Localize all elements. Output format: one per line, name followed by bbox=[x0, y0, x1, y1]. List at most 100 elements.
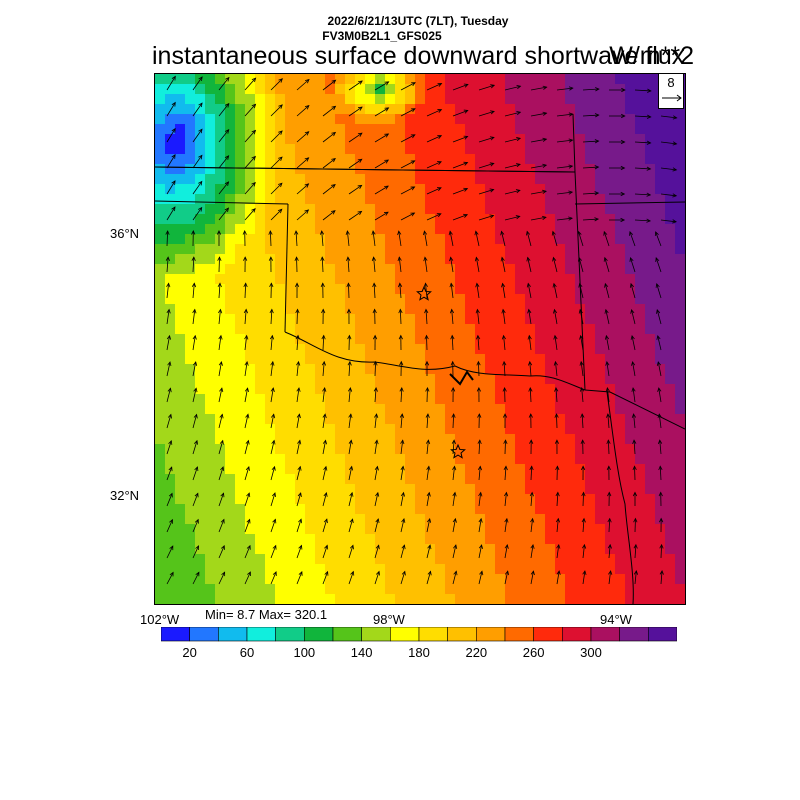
field-cell bbox=[555, 444, 566, 455]
field-cell bbox=[505, 304, 516, 315]
field-cell bbox=[285, 334, 296, 345]
wind-vector bbox=[608, 191, 626, 197]
field-cell bbox=[155, 514, 166, 525]
field-cell bbox=[335, 104, 346, 115]
field-cell bbox=[645, 264, 656, 275]
field-cell bbox=[405, 144, 416, 155]
field-cell bbox=[515, 554, 526, 565]
field-cell bbox=[495, 134, 506, 145]
field-cell bbox=[385, 304, 396, 315]
field-cell bbox=[255, 274, 266, 285]
field-cell bbox=[395, 394, 406, 405]
wind-vector bbox=[374, 491, 380, 507]
field-cell bbox=[385, 494, 396, 505]
field-cell bbox=[675, 484, 685, 495]
field-cell bbox=[565, 514, 576, 525]
field-cell bbox=[245, 484, 256, 495]
field-cell bbox=[505, 354, 516, 365]
field-cell bbox=[175, 364, 186, 375]
field-cell bbox=[305, 544, 316, 555]
field-cell bbox=[525, 504, 536, 515]
field-cell bbox=[185, 444, 196, 455]
field-cell bbox=[675, 224, 685, 235]
field-cell bbox=[445, 244, 456, 255]
field-cell bbox=[355, 134, 366, 145]
field-cell bbox=[405, 424, 416, 435]
wind-vector bbox=[452, 187, 469, 195]
wind-vector bbox=[502, 386, 507, 403]
field-cell bbox=[655, 324, 666, 335]
field-cell bbox=[225, 304, 236, 315]
wind-vector bbox=[400, 82, 416, 91]
wind-vector bbox=[503, 439, 508, 455]
field-cell bbox=[675, 184, 685, 195]
field-cell bbox=[275, 314, 286, 325]
field-cell bbox=[175, 264, 186, 275]
field-cell bbox=[565, 584, 576, 595]
field-cell bbox=[405, 574, 416, 585]
field-cell bbox=[655, 184, 666, 195]
wind-vector bbox=[657, 439, 663, 455]
field-cell bbox=[585, 574, 596, 585]
field-cell bbox=[555, 124, 566, 135]
field-cell bbox=[665, 284, 676, 295]
field-cell bbox=[165, 414, 176, 425]
field-cell bbox=[245, 334, 256, 345]
field-cell bbox=[505, 254, 516, 265]
field-cell bbox=[625, 404, 636, 415]
wind-vector bbox=[192, 180, 203, 195]
field-cell bbox=[295, 464, 306, 475]
wind-vector bbox=[553, 334, 558, 351]
field-cell bbox=[455, 494, 466, 505]
field-cell bbox=[435, 464, 446, 475]
field-cell bbox=[255, 564, 266, 575]
field-cell bbox=[575, 514, 586, 525]
field-cell bbox=[615, 214, 626, 225]
field-cell bbox=[575, 404, 586, 415]
field-cell bbox=[155, 204, 166, 215]
field-cell bbox=[215, 414, 226, 425]
field-cell bbox=[185, 524, 196, 535]
field-cell bbox=[435, 284, 446, 295]
field-cell bbox=[315, 214, 326, 225]
field-cell bbox=[225, 324, 236, 335]
field-cell bbox=[215, 434, 226, 445]
field-cell bbox=[225, 224, 236, 235]
wind-vector bbox=[244, 387, 250, 403]
field-cell bbox=[295, 594, 306, 604]
field-cell bbox=[195, 404, 206, 415]
field-cell bbox=[295, 344, 306, 355]
wind-vector bbox=[322, 387, 327, 403]
wind-vector bbox=[580, 439, 585, 455]
field-cell bbox=[365, 424, 376, 435]
wind-vector bbox=[556, 190, 574, 195]
field-cell bbox=[645, 444, 656, 455]
field-cell bbox=[585, 444, 596, 455]
wind-vector bbox=[658, 491, 663, 507]
wind-vector bbox=[191, 256, 196, 273]
field-cell bbox=[675, 154, 685, 165]
field-cell bbox=[285, 544, 296, 555]
field-cell bbox=[455, 334, 466, 345]
field-cell bbox=[245, 494, 256, 505]
field-cell bbox=[525, 74, 536, 85]
field-cell bbox=[425, 354, 436, 365]
field-cell bbox=[435, 224, 446, 235]
field-cell bbox=[505, 174, 516, 185]
field-cell bbox=[355, 494, 366, 505]
field-cell bbox=[565, 544, 576, 555]
field-cell bbox=[315, 274, 326, 285]
field-cell bbox=[415, 154, 426, 165]
field-cell bbox=[475, 504, 486, 515]
field-cell bbox=[465, 584, 476, 595]
field-cell bbox=[365, 354, 376, 365]
field-cell bbox=[585, 244, 596, 255]
field-cell bbox=[655, 564, 666, 575]
field-cell bbox=[585, 454, 596, 465]
field-cell bbox=[445, 194, 456, 205]
field-cell bbox=[435, 264, 446, 275]
field-cell bbox=[345, 484, 356, 495]
field-cell bbox=[585, 394, 596, 405]
field-cell bbox=[455, 534, 466, 545]
field-cell bbox=[445, 514, 456, 525]
